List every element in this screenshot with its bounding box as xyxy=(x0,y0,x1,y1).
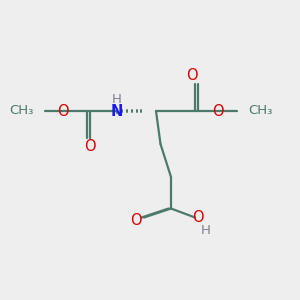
Text: O: O xyxy=(130,213,141,228)
Text: O: O xyxy=(57,103,69,118)
Text: CH₃: CH₃ xyxy=(9,104,34,118)
Text: O: O xyxy=(84,140,96,154)
Text: H: H xyxy=(112,93,122,106)
Text: N: N xyxy=(111,103,123,118)
Text: O: O xyxy=(212,103,223,118)
Text: O: O xyxy=(186,68,198,83)
Text: O: O xyxy=(192,210,204,225)
Text: H: H xyxy=(201,224,210,238)
Text: CH₃: CH₃ xyxy=(248,104,273,118)
